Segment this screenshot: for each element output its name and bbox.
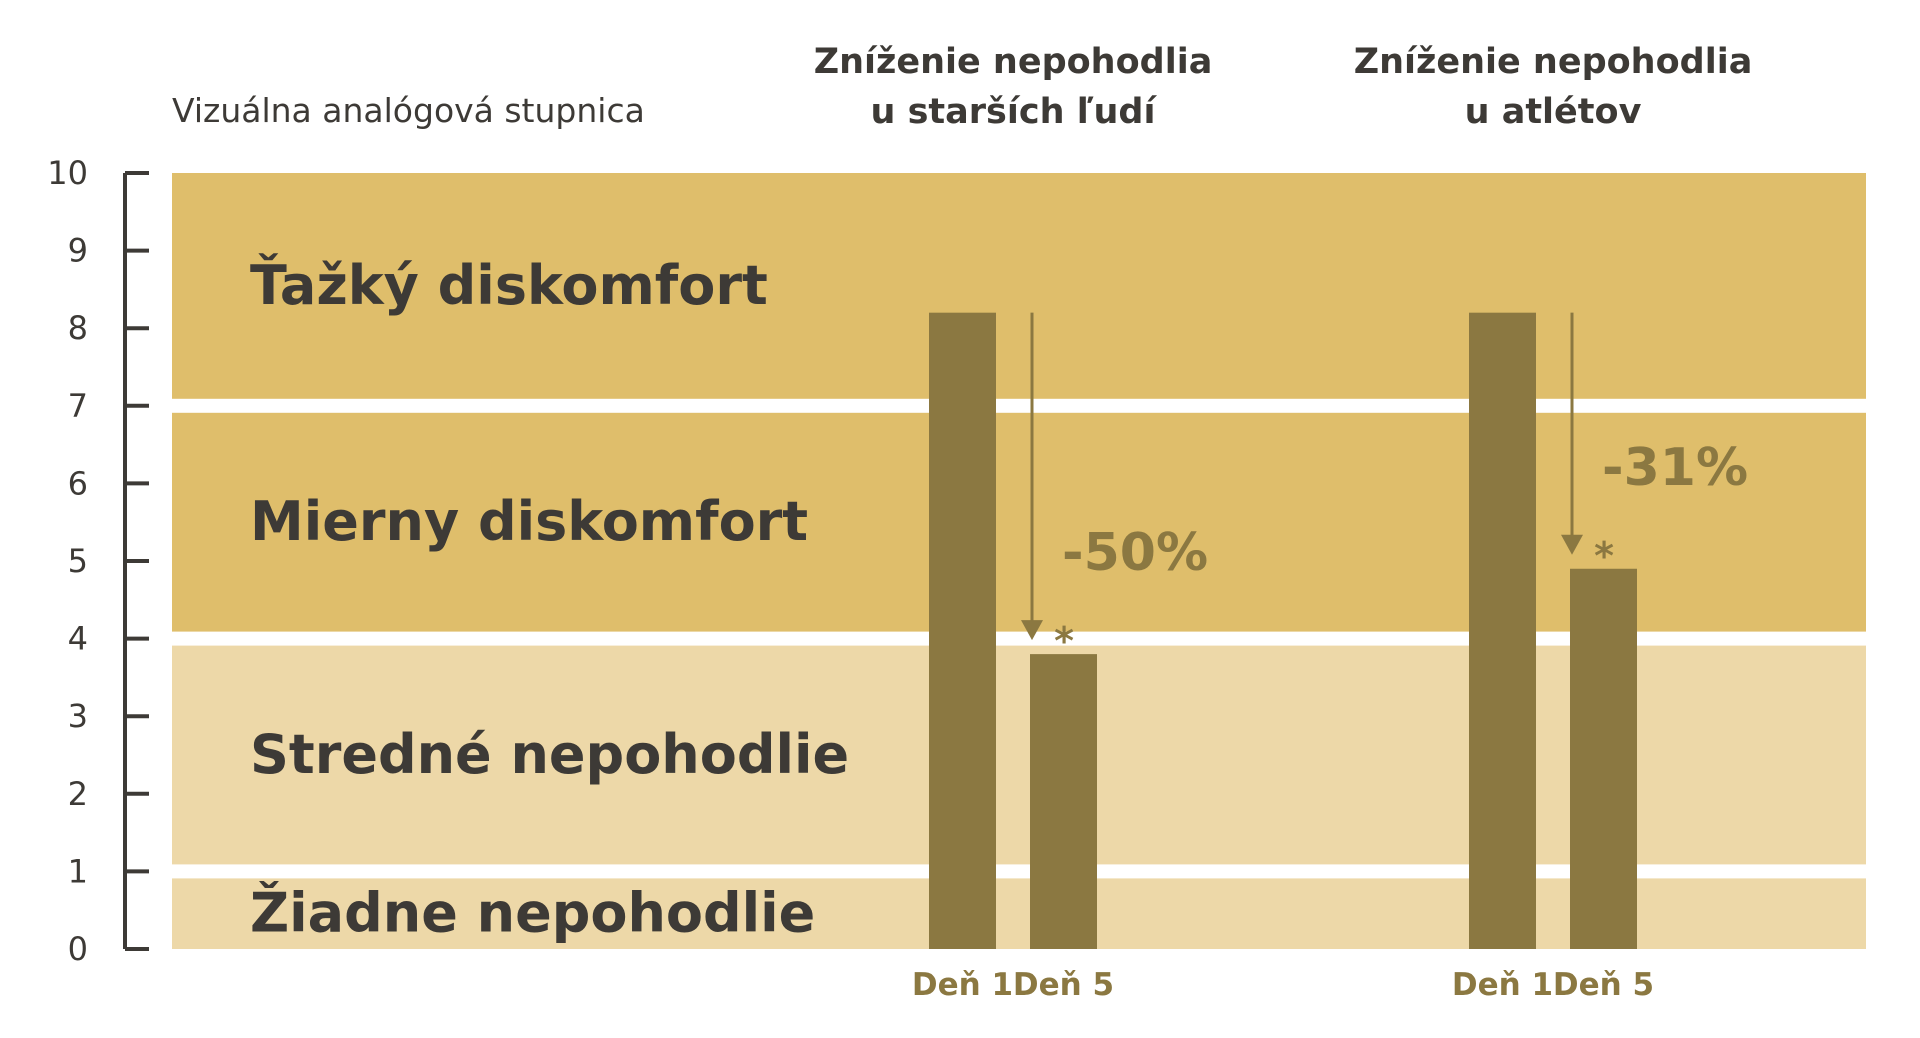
- bar-category-label-1-0: Deň 1: [1452, 967, 1553, 1003]
- bar-1-0: [1469, 312, 1536, 949]
- change-percent-label-1: -31%: [1602, 438, 1748, 498]
- y-tick-label-1: 1: [68, 852, 88, 890]
- band-label-1: Mierny diskomfort: [250, 490, 808, 553]
- band-label-2: Stredné nepohodlie: [250, 723, 849, 786]
- band-label-3: Žiadne nepohodlie: [250, 882, 815, 945]
- band-label-0: Ťažký diskomfort: [250, 254, 768, 317]
- bar-category-label-1-1: Deň 5: [1553, 967, 1654, 1003]
- significance-star-1: *: [1594, 534, 1614, 578]
- group-title-line2-0: u starších ľudí: [871, 92, 1158, 132]
- bar-0-1: [1030, 654, 1097, 949]
- y-tick-label-7: 7: [68, 387, 88, 425]
- bars: [929, 312, 1637, 949]
- y-tick-label-8: 8: [68, 309, 88, 347]
- group-title-line1-0: Zníženie nepohodlia: [814, 42, 1213, 82]
- change-percent-label-0: -50%: [1062, 523, 1208, 583]
- severity-bands: Ťažký diskomfort Mierny diskomfort Stredné…: [172, 173, 1866, 949]
- y-tick-label-0: 0: [68, 930, 88, 968]
- y-tick-label-3: 3: [68, 697, 88, 735]
- y-tick-label-10: 10: [47, 154, 88, 192]
- group-title-line1-1: Zníženie nepohodlia: [1354, 42, 1753, 82]
- change-arrow-head-1: [1561, 534, 1583, 555]
- y-axis: 0 1 2 3 4 5 6 7 8 9 10: [47, 154, 149, 968]
- y-tick-label-4: 4: [68, 620, 88, 658]
- bar-0-0: [929, 312, 996, 949]
- significance-star-0: *: [1054, 619, 1074, 663]
- y-tick-label-6: 6: [68, 464, 88, 502]
- bar-1-1: [1570, 568, 1637, 949]
- y-tick-label-2: 2: [68, 775, 88, 813]
- y-axis-label: Vizuálna analógová stupnica: [172, 91, 645, 130]
- y-tick-label-5: 5: [68, 542, 88, 580]
- band-0: [172, 173, 1866, 399]
- change-arrow-head-0: [1021, 620, 1043, 641]
- y-tick-label-9: 9: [68, 232, 88, 270]
- bar-category-label-0-0: Deň 1: [912, 967, 1013, 1003]
- group-title-line2-1: u atlétov: [1465, 92, 1642, 132]
- bar-category-label-0-1: Deň 5: [1013, 967, 1114, 1003]
